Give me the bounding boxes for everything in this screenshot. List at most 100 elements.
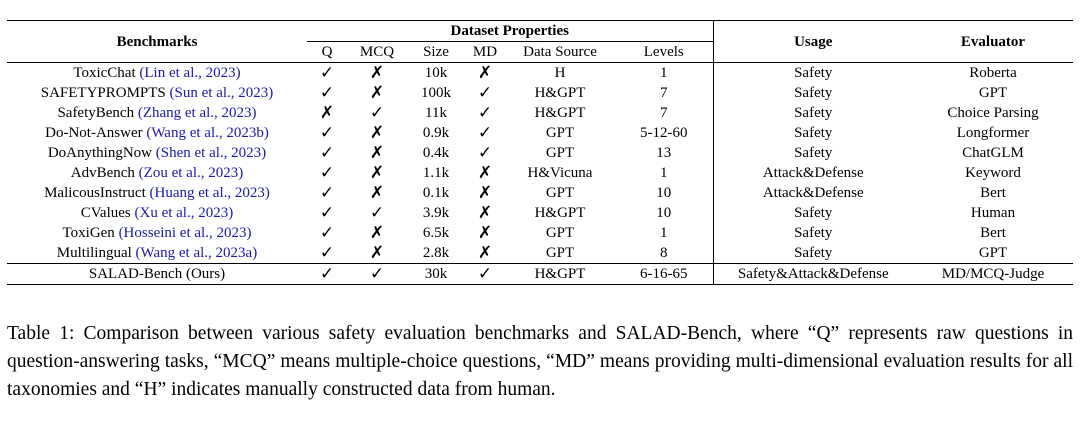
data-source-cell: H&GPT: [534, 205, 586, 221]
levels-cell: 8: [615, 243, 714, 264]
mcq-mark: ✗: [369, 243, 385, 263]
citation-link[interactable]: (Huang et al., 2023): [149, 185, 270, 201]
benchmark-name: ToxicChat (Lin et al., 2023): [73, 65, 241, 81]
header-benchmarks: Benchmarks: [116, 33, 198, 50]
md-mark: ✓: [477, 143, 493, 163]
usage-cell: Safety&Attack&Defense: [737, 266, 889, 282]
data-source-cell: H&GPT: [534, 266, 586, 282]
citation-link[interactable]: (Zhang et al., 2023): [137, 105, 257, 121]
size-cell: 0.1k: [422, 185, 450, 201]
q-mark: ✓: [319, 83, 335, 103]
benchmark-name: Multilingual (Wang et al., 2023a): [56, 245, 258, 261]
size-cell: 0.9k: [422, 125, 450, 141]
data-source-cell: H: [554, 65, 566, 81]
data-source-cell: GPT: [545, 185, 575, 201]
mcq-mark: ✓: [369, 103, 385, 123]
md-mark: ✓: [477, 264, 493, 284]
md-mark: ✓: [477, 103, 493, 123]
q-mark: ✓: [319, 123, 335, 143]
size-cell: 30k: [424, 266, 448, 282]
citation-link[interactable]: (Lin et al., 2023): [139, 65, 241, 81]
md-mark: ✗: [477, 163, 493, 183]
q-mark: ✓: [319, 143, 335, 163]
q-mark: ✓: [319, 243, 335, 263]
size-cell: 10k: [424, 65, 448, 81]
evaluator-cell: Bert: [980, 185, 1006, 201]
mcq-mark: ✗: [369, 123, 385, 143]
header-usage: Usage: [794, 33, 833, 50]
usage-cell: Safety: [794, 105, 833, 121]
levels-cell: 1: [615, 62, 714, 83]
q-mark: ✓: [319, 63, 335, 83]
subheader-q: Q: [321, 44, 333, 60]
levels-cell: 1: [615, 163, 714, 183]
usage-cell: Attack&Defense: [762, 165, 864, 181]
table-row: MalicousInstruct (Huang et al., 2023) ✓ …: [7, 183, 1073, 203]
levels-cell: 5-12-60: [615, 123, 714, 143]
q-mark: ✓: [319, 163, 335, 183]
citation-link[interactable]: (Sun et al., 2023): [169, 85, 274, 101]
table-row: ToxicChat (Lin et al., 2023) ✓ ✗ 10k ✗ H…: [7, 62, 1073, 83]
usage-cell: Safety: [794, 245, 833, 261]
evaluator-cell: Bert: [980, 225, 1006, 241]
citation-link[interactable]: (Hosseini et al., 2023): [118, 225, 252, 241]
data-source-cell: H&GPT: [534, 85, 586, 101]
citation-link[interactable]: (Zou et al., 2023): [138, 165, 244, 181]
levels-cell: 13: [615, 143, 714, 163]
md-mark: ✓: [477, 83, 493, 103]
benchmark-name: DoAnythingNow (Shen et al., 2023): [47, 145, 267, 161]
citation-link[interactable]: (Wang et al., 2023a): [135, 245, 258, 261]
evaluator-cell: MD/MCQ-Judge: [941, 266, 1045, 282]
subheader-mcq: MCQ: [359, 44, 395, 60]
data-source-cell: H&GPT: [534, 105, 586, 121]
md-mark: ✗: [477, 223, 493, 243]
data-source-cell: GPT: [545, 145, 575, 161]
benchmark-name: SAFETYPROMPTS (Sun et al., 2023): [40, 85, 274, 101]
benchmark-name: MalicousInstruct (Huang et al., 2023): [44, 185, 270, 201]
evaluator-cell: Longformer: [956, 125, 1030, 141]
evaluator-cell: ChatGLM: [962, 145, 1024, 161]
md-mark: ✓: [477, 123, 493, 143]
usage-cell: Safety: [794, 65, 833, 81]
data-source-cell: GPT: [545, 245, 575, 261]
table-row: AdvBench (Zou et al., 2023) ✓ ✗ 1.1k ✗ H…: [7, 163, 1073, 183]
md-mark: ✗: [477, 63, 493, 83]
table-row: DoAnythingNow (Shen et al., 2023) ✓ ✗ 0.…: [7, 143, 1073, 163]
size-cell: 0.4k: [422, 145, 450, 161]
q-mark: ✗: [319, 103, 335, 123]
caption-text: Table 1: Comparison between various safe…: [7, 323, 1073, 400]
mcq-mark: ✓: [369, 264, 385, 284]
benchmark-name: ToxiGen (Hosseini et al., 2023): [62, 225, 252, 241]
q-mark: ✓: [319, 183, 335, 203]
mcq-mark: ✗: [369, 163, 385, 183]
size-cell: 100k: [421, 85, 451, 101]
q-mark: ✓: [319, 264, 335, 284]
mcq-mark: ✓: [369, 203, 385, 223]
data-source-cell: GPT: [545, 225, 575, 241]
size-cell: 1.1k: [422, 165, 450, 181]
evaluator-cell: GPT: [978, 85, 1008, 101]
table-caption: Table 1: Comparison between various safe…: [7, 320, 1073, 404]
header-dataset-properties: Dataset Properties: [307, 20, 714, 42]
usage-cell: Safety: [794, 205, 833, 221]
usage-cell: Safety: [794, 125, 833, 141]
evaluator-cell: Keyword: [965, 165, 1021, 181]
usage-cell: Safety: [794, 145, 833, 161]
citation-link[interactable]: (Xu et al., 2023): [134, 205, 234, 221]
usage-cell: Safety: [794, 85, 833, 101]
benchmark-name: CValues (Xu et al., 2023): [80, 205, 234, 221]
md-mark: ✗: [477, 203, 493, 223]
md-mark: ✗: [477, 183, 493, 203]
mcq-mark: ✗: [369, 223, 385, 243]
size-cell: 11k: [425, 105, 447, 121]
levels-cell: 6-16-65: [615, 263, 714, 285]
citation-link[interactable]: (Shen et al., 2023): [155, 145, 267, 161]
subheader-size: Size: [423, 44, 449, 60]
data-source-cell: H&Vicuna: [527, 165, 593, 181]
citation-link[interactable]: (Wang et al., 2023b): [146, 125, 269, 141]
levels-cell: 1: [615, 223, 714, 243]
table-row: Multilingual (Wang et al., 2023a) ✓ ✗ 2.…: [7, 243, 1073, 264]
levels-cell: 7: [615, 103, 714, 123]
mcq-mark: ✗: [369, 63, 385, 83]
evaluator-cell: Roberta: [969, 65, 1017, 81]
